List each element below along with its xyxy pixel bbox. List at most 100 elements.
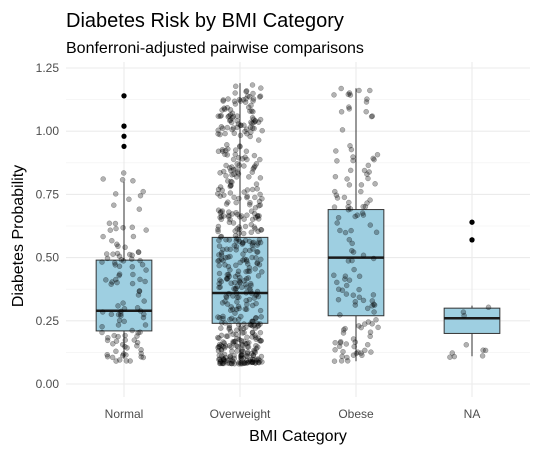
jitter-point (354, 351, 359, 356)
jitter-point (227, 114, 232, 119)
jitter-point (356, 323, 361, 328)
jitter-point (215, 335, 220, 340)
jitter-point (250, 241, 255, 246)
jitter-point (349, 228, 354, 233)
jitter-point (243, 307, 248, 312)
jitter-point (363, 204, 368, 209)
jitter-point (461, 310, 466, 315)
jitter-point (240, 240, 245, 245)
jitter-point (220, 209, 225, 214)
jitter-point (347, 237, 352, 242)
y-tick-label: 1.00 (36, 124, 60, 138)
jitter-point (352, 267, 357, 272)
jitter-point (256, 294, 261, 299)
jitter-point (234, 299, 239, 304)
jitter-point (375, 152, 380, 157)
jitter-point (244, 195, 249, 200)
jitter-point (220, 126, 225, 131)
x-tick-label: Overweight (210, 407, 271, 421)
jitter-point (218, 235, 223, 240)
jitter-point (233, 84, 238, 89)
jitter-point (258, 308, 263, 313)
jitter-point (113, 191, 118, 196)
jitter-point (246, 105, 251, 110)
jitter-point (337, 312, 342, 317)
jitter-point (360, 211, 365, 216)
jitter-point (362, 348, 367, 353)
jitter-point (333, 340, 338, 345)
jitter-point (143, 323, 148, 328)
jitter-point (374, 317, 379, 322)
jitter-point (238, 133, 243, 138)
jitter-point (113, 277, 118, 282)
jitter-point (229, 165, 234, 170)
jitter-point (243, 155, 248, 160)
jitter-point (348, 206, 353, 211)
jitter-point (226, 213, 231, 218)
jitter-point (141, 315, 146, 320)
jitter-point (332, 359, 337, 364)
y-tick-label: 0.00 (36, 377, 60, 391)
jitter-point (364, 97, 369, 102)
jitter-point (258, 227, 263, 232)
x-tick-label: Normal (105, 407, 144, 421)
x-axis-ticks: Normal Overweight Obese NA (105, 407, 481, 421)
jitter-point (121, 301, 126, 306)
jitter-point (121, 352, 126, 357)
jitter-point (250, 83, 255, 88)
jitter-point (112, 333, 117, 338)
outlier-point (121, 144, 126, 149)
jitter-point (232, 195, 237, 200)
jitter-point (242, 322, 247, 327)
jitter-point (257, 338, 262, 343)
jitter-point (232, 172, 237, 177)
jitter-point (110, 341, 115, 346)
jitter-point (225, 152, 230, 157)
jitter-point (136, 330, 141, 335)
jitter-point (335, 221, 340, 226)
y-tick-label: 0.75 (36, 187, 60, 201)
jitter-point (464, 342, 469, 347)
jitter-point (334, 158, 339, 163)
jitter-point (216, 131, 221, 136)
jitter-point (219, 214, 224, 219)
jitter-point (116, 244, 121, 249)
jitter-point (336, 215, 341, 220)
x-axis-title: BMI Category (249, 428, 347, 445)
jitter-point (217, 244, 222, 249)
jitter-point (344, 283, 349, 288)
jitter-point (257, 199, 262, 204)
jitter-point (339, 358, 344, 363)
jitter-point (123, 338, 128, 343)
jitter-point (100, 330, 105, 335)
jitter-point (368, 198, 373, 203)
jitter-point (239, 214, 244, 219)
jitter-point (249, 291, 254, 296)
jitter-point (228, 329, 233, 334)
outlier-point (469, 220, 474, 225)
jitter-point (370, 321, 375, 326)
jitter-point (123, 245, 128, 250)
jitter-point (244, 290, 249, 295)
jitter-point (244, 149, 249, 154)
jitter-point (345, 358, 350, 363)
jitter-point (123, 333, 128, 338)
jitter-point (373, 181, 378, 186)
boxes (96, 83, 500, 364)
jitter-point (119, 257, 124, 262)
jitter-point (238, 314, 243, 319)
jitter-point (121, 225, 126, 230)
jitter-point (219, 257, 224, 262)
jitter-point (345, 177, 350, 182)
jitter-point (240, 342, 245, 347)
jitter-point (128, 359, 133, 364)
jitter-point (367, 88, 372, 93)
jitter-point (228, 191, 233, 196)
jitter-point (332, 92, 337, 97)
box-na (444, 308, 500, 333)
jitter-point (231, 221, 236, 226)
jitter-point (116, 312, 121, 317)
jitter-point (244, 298, 249, 303)
jitter-point (218, 359, 223, 364)
jitter-point (259, 314, 264, 319)
